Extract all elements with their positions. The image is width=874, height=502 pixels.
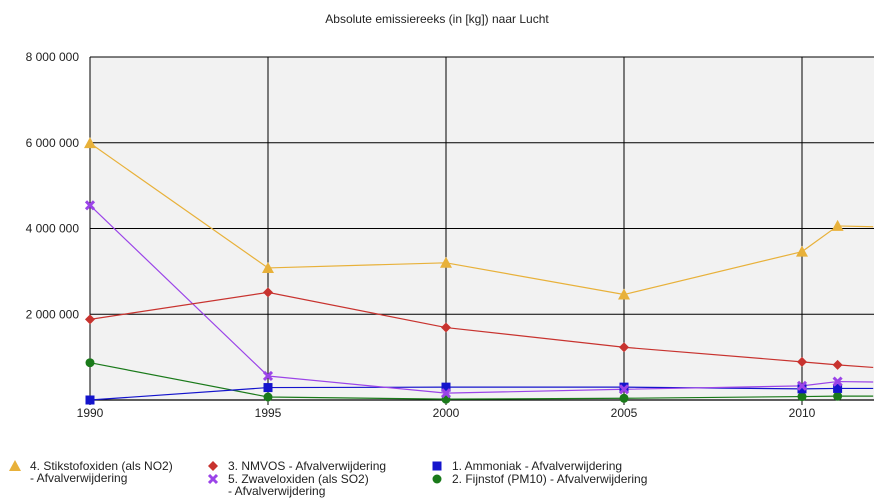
x-tick-label: 2010: [789, 406, 816, 420]
legend-label-nmvos: 3. NMVOS - Afvalverwijdering: [228, 459, 387, 473]
data-point-diamond: [619, 342, 629, 353]
legend-item-stikstofoxiden[interactable]: 4. Stikstofoxiden (als NO2) - Afvalverwi…: [8, 460, 173, 484]
legend-item-fijnstof[interactable]: 2. Fijnstof (PM10) - Afvalverwijdering: [430, 473, 647, 485]
data-point-square: [619, 382, 629, 392]
data-point-triangle: [796, 245, 808, 257]
data-point-triangle: [440, 256, 452, 268]
data-point-diamond: [85, 314, 95, 325]
legend-label-zwaveloxiden: 5. Zwaveloxiden (als SO2) - Afvalverwijd…: [228, 472, 369, 498]
legend-symbol: [9, 460, 21, 471]
x-tick-label: 2005: [611, 406, 638, 420]
data-point-circle: [833, 391, 843, 401]
data-point-square: [441, 382, 451, 392]
legend-marker-circle-icon: [432, 474, 442, 484]
y-tick-label: 6 000 000: [26, 136, 80, 150]
legend-label-ammoniak: 1. Ammoniak - Afvalverwijdering: [452, 459, 623, 473]
data-point-square: [797, 384, 807, 394]
data-point-square: [263, 383, 273, 393]
x-tick-label: 1995: [255, 406, 282, 420]
legend-label-stikstofoxiden: 4. Stikstofoxiden (als NO2) - Afvalverwi…: [30, 459, 173, 485]
data-point-triangle: [831, 219, 844, 231]
y-tick-label: 8 000 000: [26, 50, 80, 64]
data-point-diamond: [441, 322, 451, 333]
legend-symbol: [432, 474, 442, 484]
legend-item-zwaveloxiden[interactable]: 5. Zwaveloxiden (als SO2) - Afvalverwijd…: [206, 473, 369, 497]
legend-marker-cross-icon: [207, 473, 219, 485]
data-point-diamond: [263, 287, 273, 298]
data-point-cross: [440, 388, 452, 399]
legend-label-fijnstof: 2. Fijnstof (PM10) - Afvalverwijdering: [452, 472, 648, 486]
chart-legend: 4. Stikstofoxiden (als NO2) - Afvalverwi…: [0, 458, 874, 502]
legend-marker-square-icon: [432, 461, 442, 471]
data-point-cross: [262, 370, 274, 382]
data-point-square: [85, 395, 95, 405]
data-point-diamond: [797, 356, 807, 367]
data-point-cross: [796, 380, 808, 391]
legend-marker-diamond-icon: [208, 461, 218, 471]
data-point-triangle: [84, 137, 96, 149]
legend-symbol: [208, 461, 218, 471]
y-tick-label: 2 000 000: [26, 307, 80, 321]
y-tick-label: 4 000 000: [26, 222, 80, 236]
data-point-triangle: [618, 288, 630, 300]
data-point-cross: [618, 384, 630, 395]
data-point-circle: [797, 392, 807, 402]
legend-item-ammoniak[interactable]: 1. Ammoniak - Afvalverwijdering: [430, 460, 622, 472]
legend-symbol: [432, 461, 442, 471]
x-tick-label: 1990: [77, 406, 104, 420]
data-point-triangle: [262, 261, 274, 273]
legend-item-nmvos[interactable]: 3. NMVOS - Afvalverwijdering: [206, 460, 386, 472]
line-chart: 2 000 000 4 000 000 6 000 000 8 000 000 1990…: [26, 50, 874, 420]
data-point-circle: [619, 393, 629, 403]
data-point-diamond: [832, 359, 843, 370]
data-point-cross: [832, 376, 843, 387]
legend-marker-triangle-icon: [9, 460, 21, 471]
data-point-circle: [85, 358, 95, 368]
x-tick-label: 2000: [433, 406, 460, 420]
chart-title: Absolute emissiereeks (in [kg]) naar Luc…: [325, 12, 549, 26]
data-point-cross: [84, 200, 96, 211]
legend-symbol: [207, 473, 219, 485]
data-point-circle: [263, 392, 273, 402]
data-point-square: [833, 383, 843, 393]
